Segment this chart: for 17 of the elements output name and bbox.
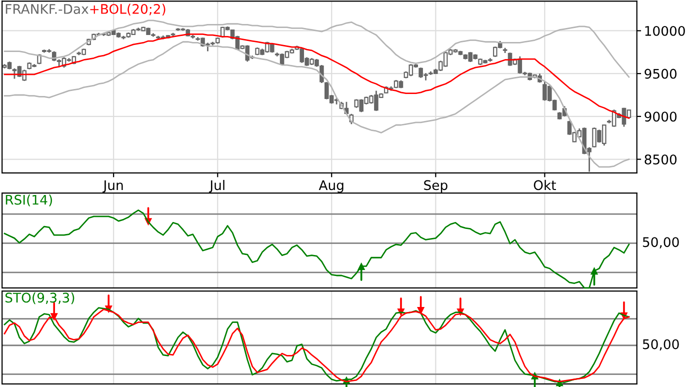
y-tick-label: 9000 xyxy=(644,112,677,122)
x-tick-label: Jun xyxy=(102,180,123,193)
x-tick-label: Aug xyxy=(318,180,344,193)
line-series xyxy=(4,20,630,78)
y-tick-label: 9500 xyxy=(644,68,677,79)
y-tick-label: 10000 xyxy=(645,26,685,36)
x-tick-label: Sep xyxy=(424,180,448,193)
series-label: STO(9,3,3) xyxy=(5,292,74,304)
x-tick-label: Okt xyxy=(534,180,556,190)
y-tick-label: 8500 xyxy=(644,154,677,164)
line-series xyxy=(4,41,630,168)
series-label: RSI(14) xyxy=(6,194,52,206)
chart-title: FRANKF.-Dax xyxy=(6,4,88,14)
text: 50,00 xyxy=(642,237,679,248)
x-tick-label: Jul xyxy=(208,180,224,193)
text: 50,00 xyxy=(642,339,679,351)
series-label: +BOL(20;2) xyxy=(90,4,166,16)
